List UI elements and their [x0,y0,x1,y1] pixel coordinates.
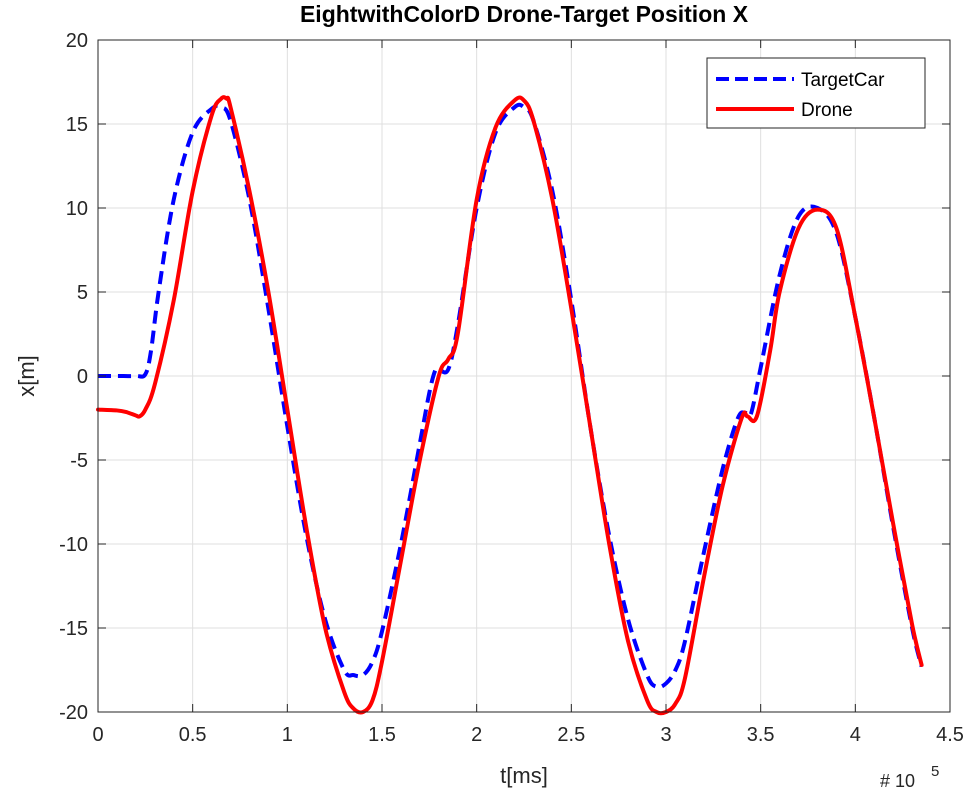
x-tick-label: 2 [471,724,482,746]
y-tick-label: -5 [70,450,88,472]
x-tick-label: 2.5 [557,724,585,746]
x-exponent-power: 5 [931,763,939,780]
x-tick-label: 0 [92,724,103,746]
legend-box [706,57,926,129]
y-tick-label: 15 [66,114,88,136]
x-axis-label: t[ms] [500,763,548,788]
y-axis-label: x[m] [14,355,39,397]
x-tick-label: 4.5 [936,724,964,746]
y-tick-label: 0 [77,366,88,388]
x-tick-label: 1.5 [368,724,396,746]
x-tick-label: 3 [660,724,671,746]
series-layer [96,95,924,716]
legend-label-drone: Drone [801,100,853,121]
y-tick-label: 20 [66,30,88,52]
y-tick-label: -15 [59,618,88,640]
y-tick-label: -10 [59,534,88,556]
y-tick-label: -20 [59,702,88,724]
x-tick-label: 4 [850,724,861,746]
legend-label-targetcar: TargetCar [801,70,885,91]
chart-title: EightwithColorD Drone-Target Position X [300,1,749,27]
y-tick-label: 5 [77,282,88,304]
legend: TargetCar Drone [706,57,926,129]
series-line-drone [96,95,924,716]
x-exponent-label: # 10 [880,771,915,791]
ticks: 0 0.5 1 1.5 2 2.5 3 3.5 4 4.5 -20 -15 -10 -5 0 5 10 15 20 [59,30,964,746]
y-tick-label: 10 [66,198,88,220]
x-tick-label: 1 [282,724,293,746]
x-tick-label: 3.5 [747,724,775,746]
x-tick-label: 0.5 [179,724,207,746]
